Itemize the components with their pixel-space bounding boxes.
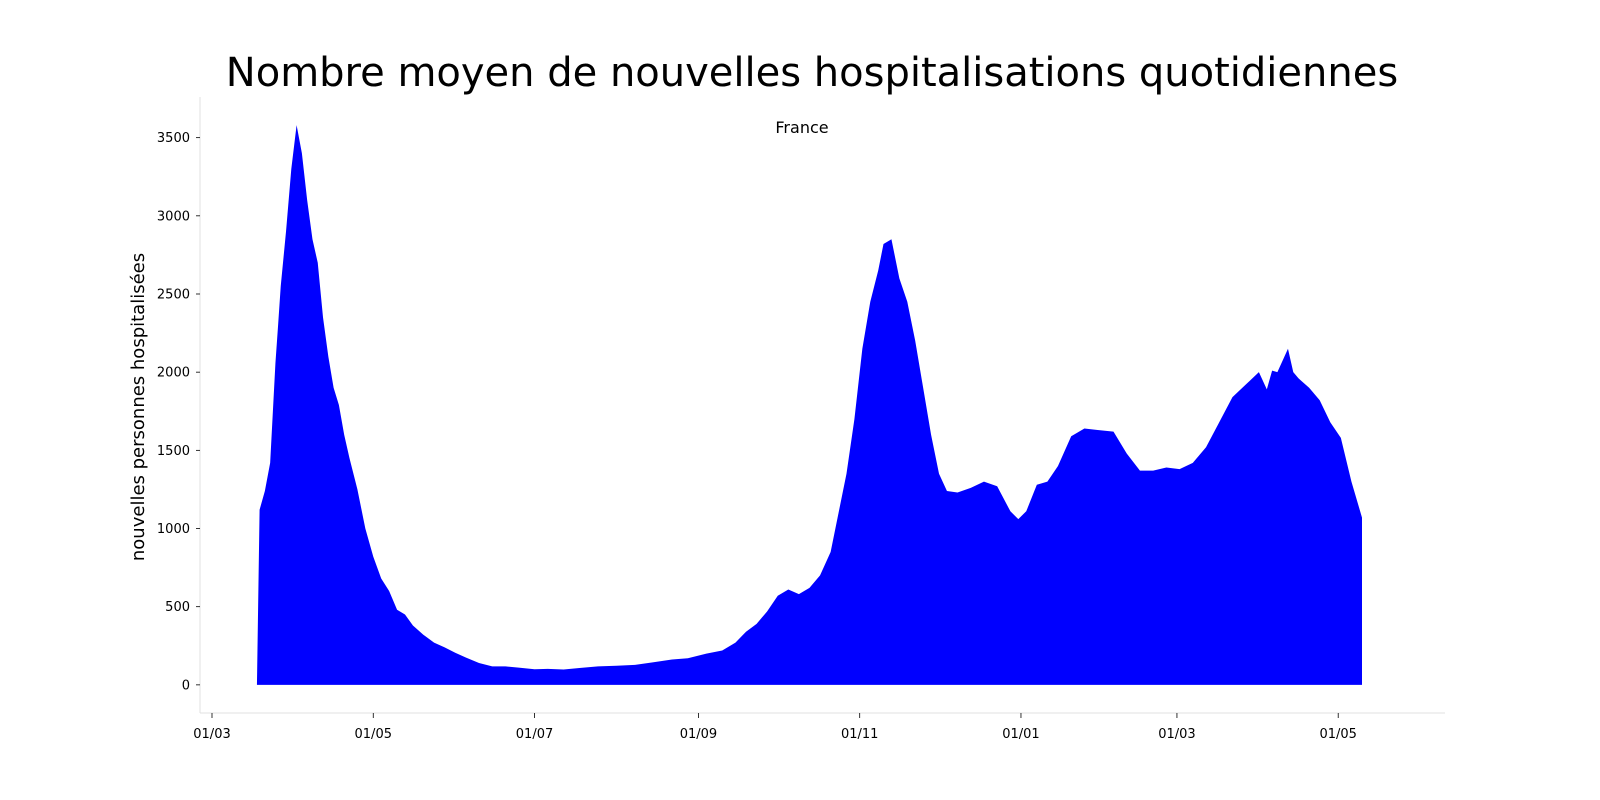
y-tick-label: 3500 xyxy=(157,131,190,146)
x-axis-ticks: 01/03 01/05 01/07 01/09 01/11 01/01 01/03 01/05 xyxy=(193,713,1357,742)
y-tick-label: 1500 xyxy=(157,444,190,459)
x-tick-label: 01/07 xyxy=(516,727,553,742)
y-tick-label: 2000 xyxy=(157,366,190,381)
x-tick-label: 01/11 xyxy=(841,727,878,742)
y-axis-ticks: 0 500 1000 1500 2000 2500 3000 3500 xyxy=(157,131,200,693)
y-axis-label: nouvelles personnes hospitalisées xyxy=(128,253,149,561)
y-tick-label: 0 xyxy=(182,678,190,693)
y-tick-label: 1000 xyxy=(157,522,190,537)
x-tick-label: 01/03 xyxy=(1158,727,1195,742)
chart-subtitle: France xyxy=(775,118,828,137)
x-tick-label: 01/01 xyxy=(1002,727,1039,742)
x-tick-label: 01/03 xyxy=(193,727,230,742)
y-tick-label: 3000 xyxy=(157,209,190,224)
x-tick-label: 01/05 xyxy=(1319,727,1356,742)
chart-title: Nombre moyen de nouvelles hospitalisatio… xyxy=(226,50,1398,96)
x-tick-label: 01/05 xyxy=(355,727,392,742)
y-tick-label: 2500 xyxy=(157,287,190,302)
x-tick-label: 01/09 xyxy=(680,727,717,742)
area-series-hospitalisations xyxy=(256,125,1363,685)
y-tick-label: 500 xyxy=(165,600,190,615)
